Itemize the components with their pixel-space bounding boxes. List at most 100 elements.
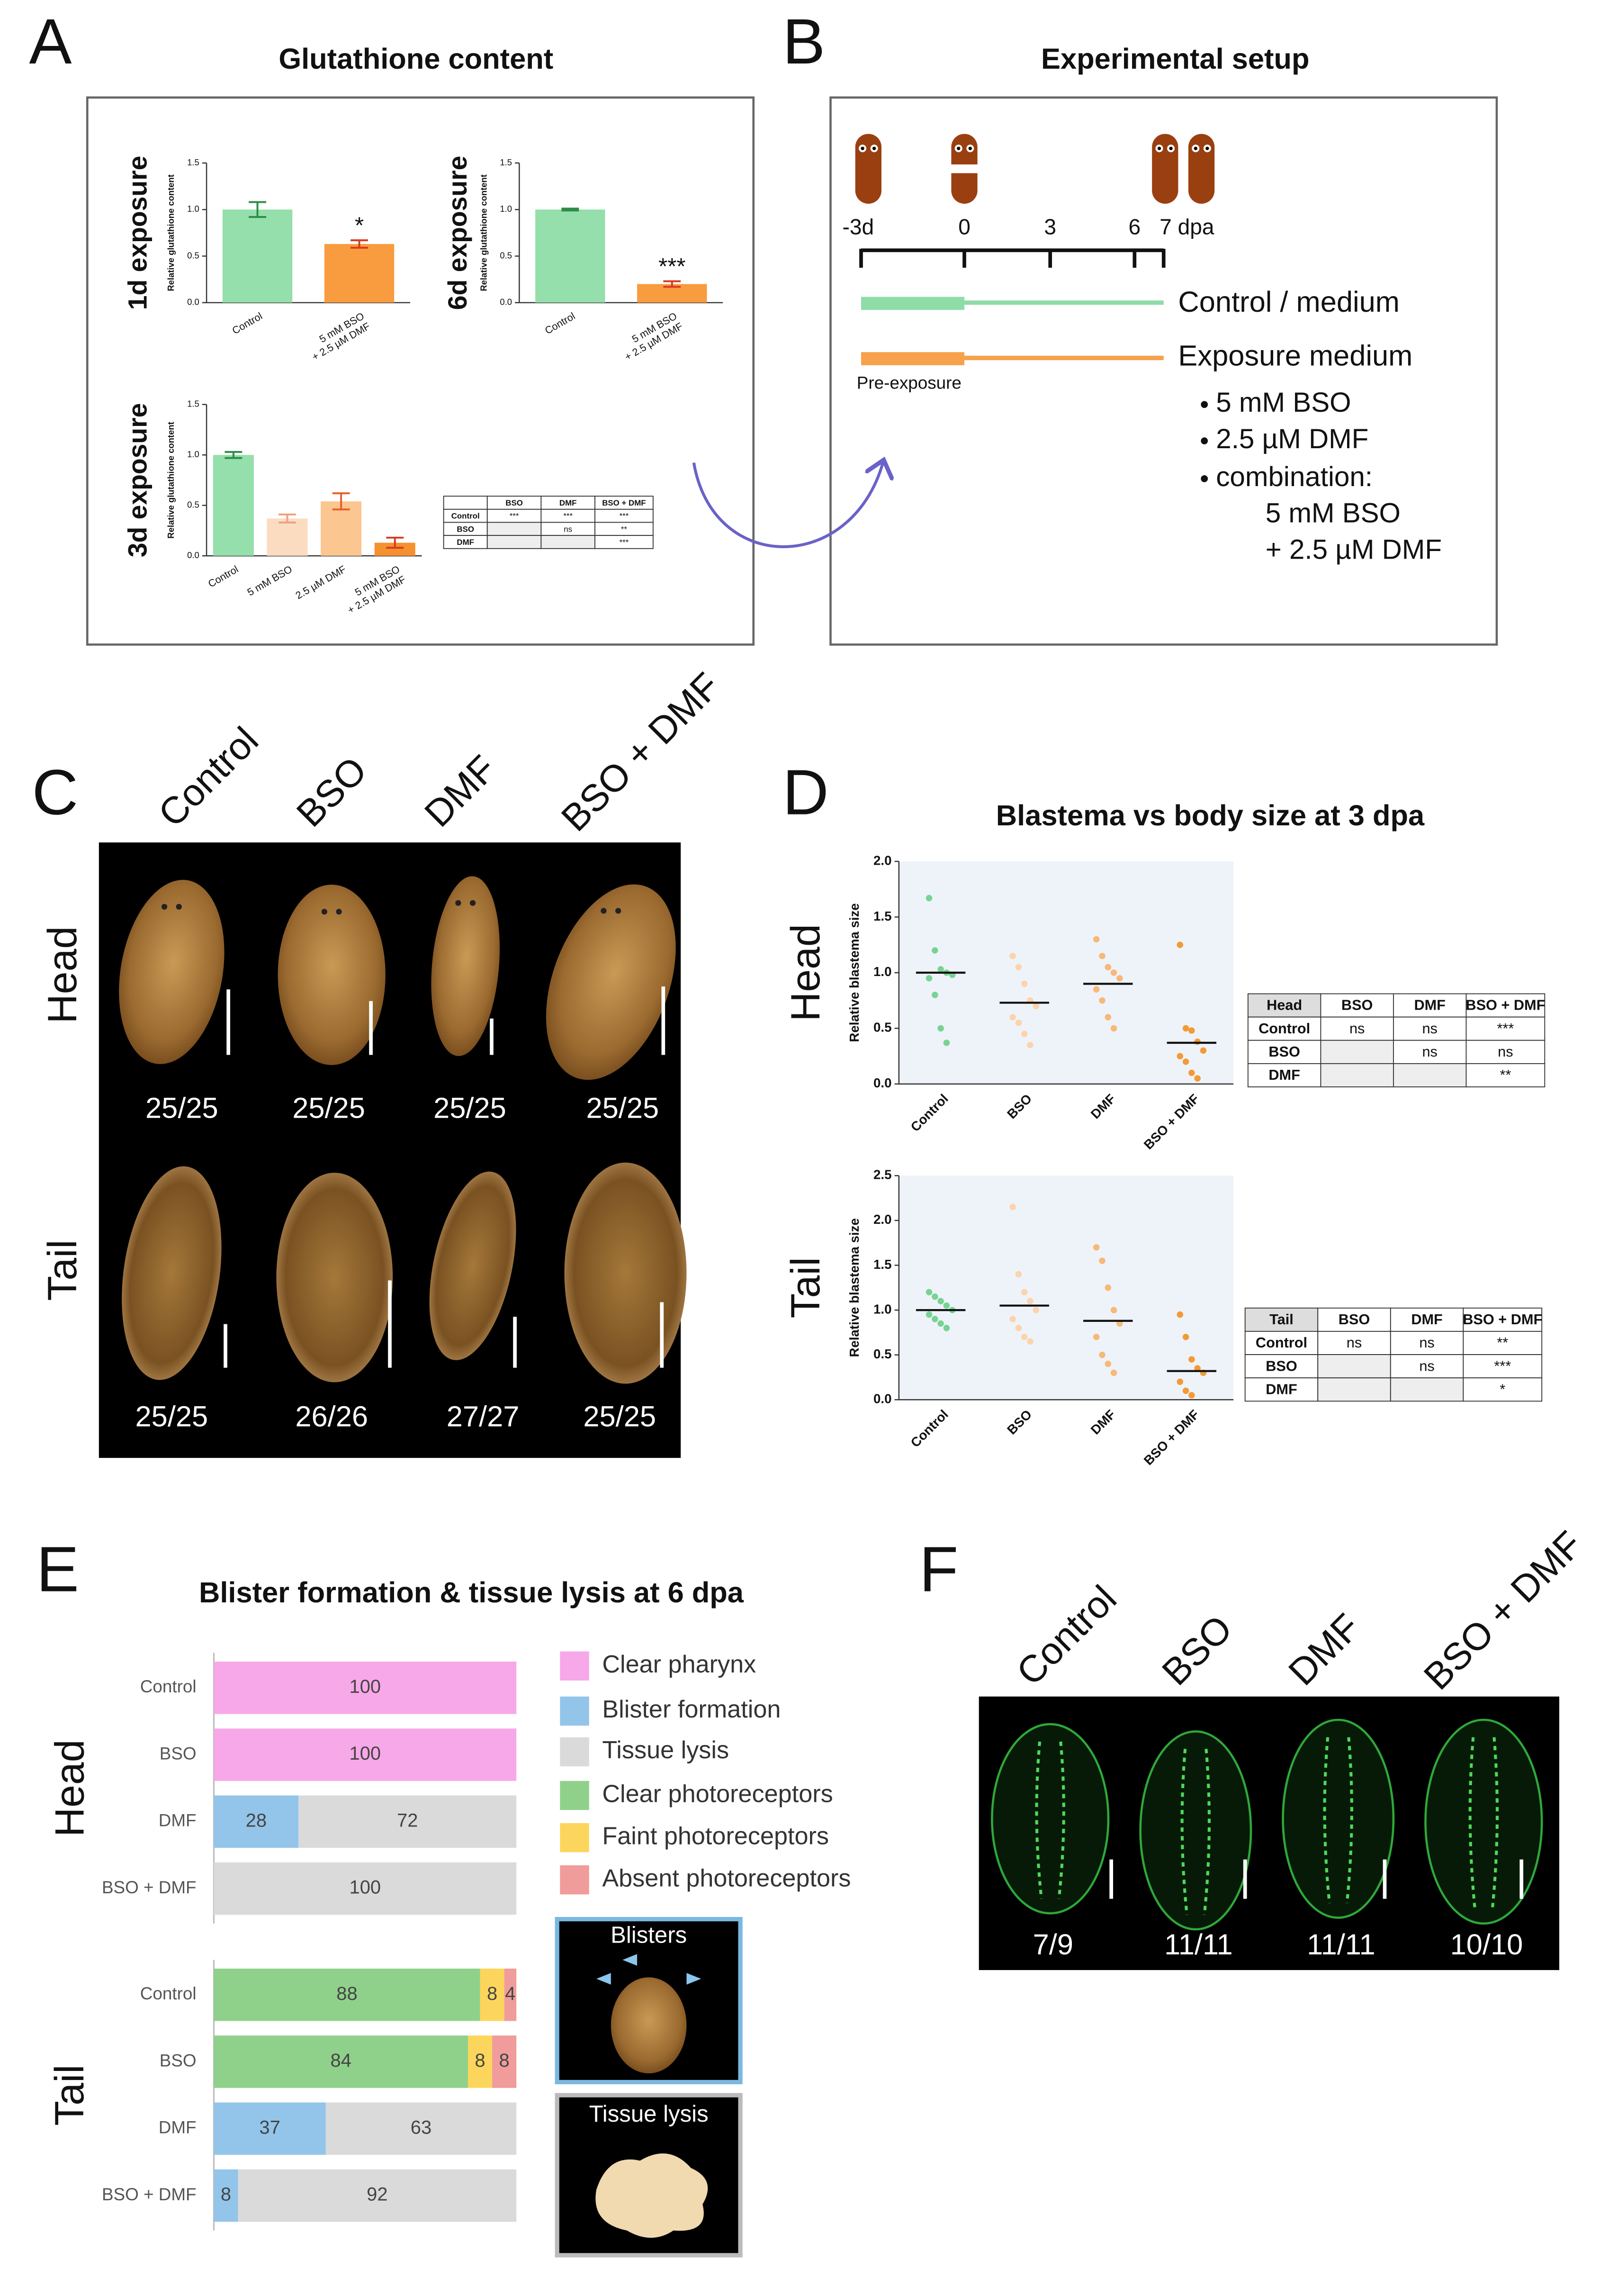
table-text: Tail	[1269, 1311, 1294, 1328]
legend-label: Blister formation	[602, 1696, 781, 1723]
data-point	[1177, 1311, 1184, 1318]
table-text: BSO	[457, 524, 474, 533]
bar-value-label: 72	[397, 1810, 418, 1831]
x-tick-label: BSO	[1004, 1407, 1034, 1437]
table-cell	[540, 535, 595, 549]
bar-value-label: 100	[350, 1877, 381, 1898]
legend-label: Clear pharynx	[602, 1651, 756, 1678]
y-axis-label: Relative blastema size	[847, 903, 862, 1042]
nerve-cord	[1203, 1749, 1211, 1915]
panel-b-frame	[829, 96, 1498, 646]
y-tick-label: 0.0	[187, 297, 199, 307]
data-point	[932, 947, 938, 954]
table-cell	[486, 522, 542, 536]
legend-swatch	[560, 1865, 589, 1895]
worm-eye	[601, 908, 607, 914]
column-header: BSO + DMF	[1416, 1523, 1591, 1698]
worm-pupil	[1169, 146, 1173, 150]
bar-segment	[214, 2169, 238, 2222]
y-tick-label: 2.0	[873, 1212, 891, 1227]
panel-title: Blister formation & tissue lysis at 6 dp…	[199, 1576, 744, 1609]
legend-label: Faint photoreceptors	[602, 1822, 829, 1850]
treatment-label: 2.5 µM DMF	[1216, 424, 1368, 454]
table-cell	[1393, 1063, 1467, 1087]
data-point	[943, 1325, 950, 1331]
y-axis-label: Relative glutathione content	[478, 174, 488, 291]
legend-swatch	[560, 1781, 589, 1810]
table-cell	[443, 496, 488, 510]
bar	[222, 209, 293, 303]
count-label: 26/26	[295, 1400, 368, 1433]
data-point	[926, 1311, 933, 1318]
pre-exposure-bar	[861, 352, 965, 365]
count-label: 10/10	[1450, 1928, 1523, 1961]
table-text: DMF	[1411, 1311, 1442, 1328]
blister-arrow	[622, 1954, 638, 1966]
bar-value-label: 92	[367, 2184, 387, 2205]
panel-label: D	[782, 757, 829, 828]
data-point	[1188, 1356, 1195, 1363]
data-point	[1093, 1244, 1100, 1251]
x-tick-label: 2.5 µM DMF	[294, 563, 348, 601]
worm-photo	[611, 1977, 687, 2074]
table-cell	[594, 508, 654, 523]
data-point	[943, 1302, 950, 1309]
table-text: ns	[1349, 1020, 1365, 1037]
data-point	[1194, 1038, 1201, 1045]
worm-eye	[321, 909, 327, 915]
y-tick-label: BSO + DMF	[102, 1878, 197, 1897]
data-point	[1105, 1014, 1112, 1021]
x-tick-label: BSO + DMF	[1141, 1091, 1202, 1152]
annotation: Pre-exposure	[857, 373, 962, 393]
y-tick-label: 1.0	[873, 1302, 891, 1316]
lysed-tissue	[595, 2153, 708, 2238]
data-point	[926, 1289, 933, 1296]
y-axis-label: Relative blastema size	[847, 1218, 862, 1357]
data-point	[926, 895, 933, 902]
legend-swatch	[560, 1823, 589, 1853]
panel-label: B	[782, 6, 825, 77]
column-header: Control	[1008, 1577, 1124, 1693]
bar-value-label: 88	[336, 1983, 357, 2004]
worm-photo	[278, 885, 386, 1065]
y-tick-label: 1.5	[187, 399, 199, 409]
data-point	[1027, 1298, 1034, 1304]
nerve-cord	[1468, 1737, 1476, 1909]
table-cell	[1247, 1063, 1321, 1087]
worm-photo	[431, 876, 500, 1056]
y-tick-label: 2.0	[873, 853, 891, 868]
nerve-cord	[1180, 1749, 1188, 1915]
data-point	[1009, 952, 1016, 959]
treatment-label: combination:	[1216, 461, 1373, 492]
data-point	[1093, 986, 1100, 993]
data-point	[1188, 1069, 1195, 1076]
table-text: BSO + DMF	[1463, 1311, 1542, 1328]
y-tick-label: 0.5	[187, 500, 199, 510]
timeline-label: 7 dpa	[1160, 214, 1214, 239]
table-cell	[594, 535, 654, 549]
y-tick-label: 0.0	[873, 1392, 891, 1406]
panel-title: Glutathione content	[279, 43, 553, 75]
legend-label: Tissue lysis	[602, 1736, 729, 1764]
y-tick-label: 1.0	[873, 964, 891, 979]
count-label: 25/25	[135, 1400, 208, 1433]
table-cell	[1465, 1016, 1546, 1041]
nerve-cord	[1323, 1737, 1331, 1904]
legend-label: Exposure medium	[1178, 340, 1412, 372]
table-text: ns	[1347, 1334, 1362, 1351]
table-text: DMF	[1268, 1067, 1300, 1083]
count-label: 25/25	[583, 1400, 656, 1433]
x-tick-label: 5 mM BSO	[245, 563, 294, 598]
legend-label: Clear photoreceptors	[602, 1780, 833, 1808]
y-tick-label: Control	[140, 1984, 197, 2003]
data-point	[1015, 964, 1022, 970]
table-text: DMF	[1414, 997, 1445, 1013]
chart-title: 3d exposure	[123, 403, 152, 558]
data-point	[1182, 1058, 1189, 1065]
table-text: BSO	[1341, 997, 1373, 1013]
table-cell	[1393, 1016, 1467, 1041]
worm-pupil	[1157, 146, 1161, 150]
data-point	[1027, 1041, 1034, 1049]
table-cell	[1320, 1063, 1394, 1087]
bar-segment	[504, 1968, 517, 2021]
